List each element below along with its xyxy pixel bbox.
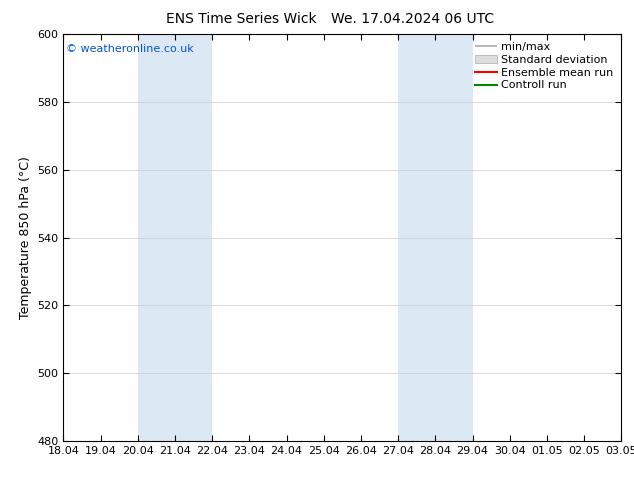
- Y-axis label: Temperature 850 hPa (°C): Temperature 850 hPa (°C): [19, 156, 32, 319]
- Bar: [138, 34, 212, 441]
- Bar: [398, 34, 472, 441]
- Legend: min/max, Standard deviation, Ensemble mean run, Controll run: min/max, Standard deviation, Ensemble me…: [472, 40, 616, 93]
- Text: We. 17.04.2024 06 UTC: We. 17.04.2024 06 UTC: [330, 12, 494, 26]
- Text: © weatheronline.co.uk: © weatheronline.co.uk: [66, 45, 194, 54]
- Text: ENS Time Series Wick: ENS Time Series Wick: [165, 12, 316, 26]
